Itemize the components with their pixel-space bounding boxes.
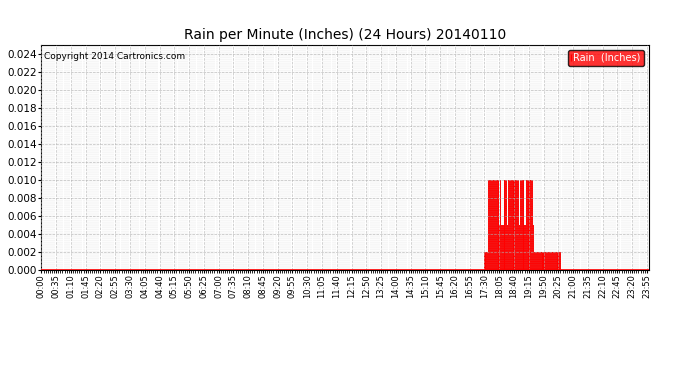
- Text: Copyright 2014 Cartronics.com: Copyright 2014 Cartronics.com: [44, 52, 186, 61]
- Title: Rain per Minute (Inches) (24 Hours) 20140110: Rain per Minute (Inches) (24 Hours) 2014…: [184, 28, 506, 42]
- Legend: Rain  (Inches): Rain (Inches): [568, 50, 644, 66]
